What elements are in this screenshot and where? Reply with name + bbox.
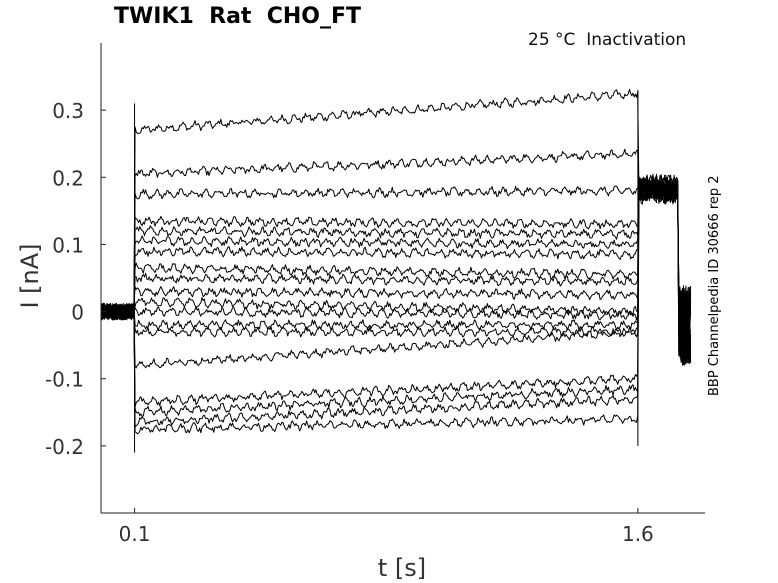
y-tick-label: -0.2: [45, 435, 84, 459]
trace-line: [100, 184, 692, 364]
current-traces: [100, 89, 692, 453]
y-tick-label: 0.1: [52, 233, 84, 257]
trace-line: [100, 180, 692, 353]
trace-line: [100, 89, 691, 366]
trace-line: [100, 184, 692, 363]
trace-line: [100, 148, 692, 350]
trace-line: [100, 181, 692, 417]
x-axis-label: t [s]: [378, 554, 426, 582]
y-ticks: 0.3 0.2 0.1 0 -0.1 -0.2: [45, 99, 106, 459]
trace-line: [100, 181, 692, 369]
x-tick-label: 1.6: [622, 522, 654, 546]
trace-line: [100, 180, 692, 348]
side-label: BBP Channelpedia ID 30666 rep 2: [707, 175, 722, 396]
trace-line: [100, 177, 692, 358]
trace-line: [100, 180, 692, 357]
y-axis-label: I [nA]: [16, 243, 44, 308]
chart-subtitle: 25 °C Inactivation: [528, 30, 687, 50]
trace-line: [100, 174, 692, 364]
chart-title: TWIK1 Rat CHO_FT: [114, 4, 362, 29]
trace-line: [100, 178, 692, 363]
y-tick-label: 0.3: [52, 99, 84, 123]
trace-line: [100, 182, 691, 358]
trace-line: [100, 173, 692, 407]
trace-line: [100, 176, 692, 364]
trace-line: [100, 183, 692, 435]
trace-line: [100, 177, 692, 428]
x-tick-label: 0.1: [119, 522, 151, 546]
y-tick-label: 0.2: [52, 166, 84, 190]
y-tick-label: -0.1: [45, 368, 84, 392]
y-tick-label: 0: [71, 301, 84, 325]
trace-line: [100, 180, 692, 346]
x-ticks: 0.1 1.6: [119, 508, 654, 546]
